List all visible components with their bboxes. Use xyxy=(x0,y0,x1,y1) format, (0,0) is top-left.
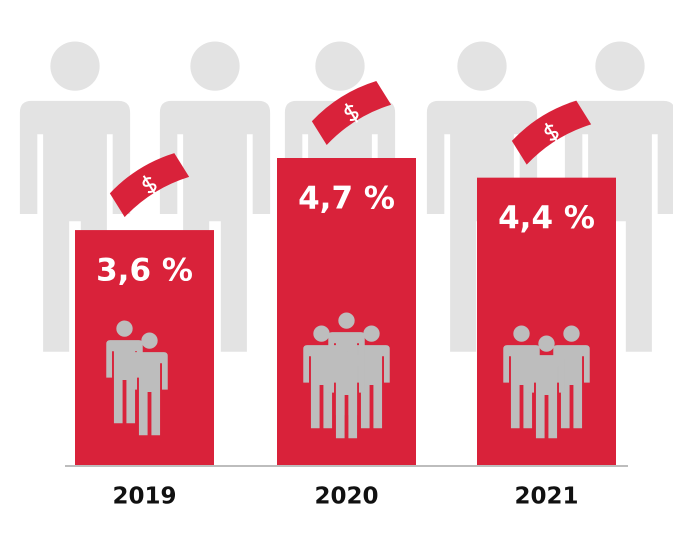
person-head xyxy=(338,335,355,352)
dollar-icon xyxy=(544,122,559,143)
person-head xyxy=(338,312,355,329)
person-head xyxy=(116,320,133,337)
x-tick-label: 2019 xyxy=(112,484,176,510)
person-head xyxy=(595,41,645,91)
person-head xyxy=(190,41,240,91)
bar xyxy=(277,158,416,466)
person-icon xyxy=(528,335,565,439)
dollar-icon xyxy=(344,103,359,123)
person-head xyxy=(457,41,507,91)
person-head xyxy=(50,41,100,91)
bar xyxy=(477,177,616,466)
decorations: 3,6 % 2019 4,7 % 2020 4,4 % 2021 xyxy=(96,80,595,510)
person-head xyxy=(513,325,530,342)
money-bill xyxy=(109,153,190,218)
value-label: 3,6 % xyxy=(96,253,193,289)
person-head xyxy=(313,325,330,342)
value-label: 4,7 % xyxy=(298,181,395,217)
person-icon xyxy=(131,332,168,436)
person-icon xyxy=(328,335,365,439)
x-tick-label: 2020 xyxy=(314,484,378,510)
person-body xyxy=(528,355,565,439)
person-head xyxy=(141,332,158,349)
value-label: 4,4 % xyxy=(498,200,595,236)
person-head xyxy=(363,325,380,342)
person-head xyxy=(563,325,580,342)
person-body xyxy=(328,355,365,439)
person-head xyxy=(538,335,555,352)
money-bill xyxy=(311,80,392,146)
person-head xyxy=(315,41,365,91)
person-body xyxy=(131,352,168,436)
bars xyxy=(75,158,616,466)
money-bill xyxy=(511,100,592,165)
dollar-icon xyxy=(142,175,157,195)
x-tick-label: 2021 xyxy=(514,484,578,510)
